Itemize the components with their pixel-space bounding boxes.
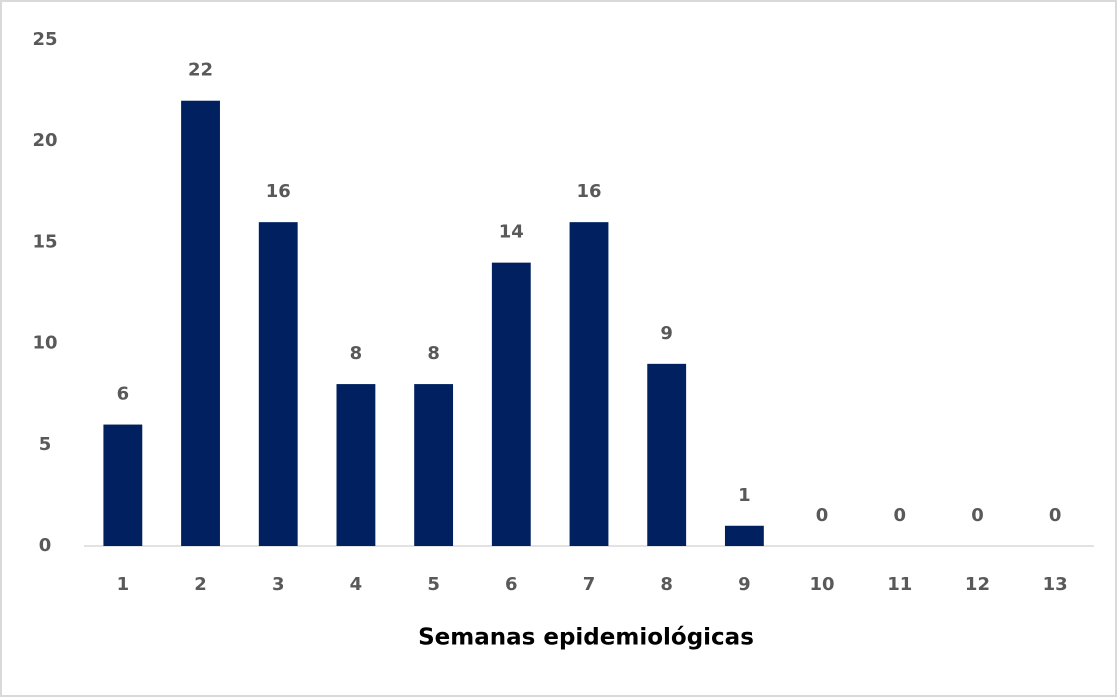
value-label: 8 [350,343,363,364]
value-label: 22 [188,60,213,81]
x-tick-label: 8 [660,574,673,595]
x-tick-label: 1 [117,574,130,595]
bar [647,363,687,546]
value-label: 0 [894,505,907,526]
value-label: 14 [499,222,524,243]
value-label: 9 [660,323,673,344]
value-label: 0 [816,505,829,526]
x-tick-label: 6 [505,574,518,595]
value-label: 1 [738,485,751,506]
y-tick-label: 5 [39,434,52,455]
value-label: 16 [266,181,291,202]
bar [103,424,143,546]
x-tick-label: 12 [965,574,990,595]
x-tick-label: 11 [887,574,912,595]
bar [258,222,298,546]
y-tick-label: 25 [32,29,57,50]
y-tick-label: 10 [32,333,57,354]
x-tick-label: 7 [583,574,596,595]
x-tick-label: 2 [194,574,207,595]
x-tick-label: 5 [427,574,440,595]
x-tick-label: 3 [272,574,285,595]
value-label: 8 [427,343,440,364]
y-tick-label: 20 [32,130,57,151]
bar [491,262,531,546]
value-label: 16 [576,181,601,202]
x-tick-label: 13 [1043,574,1068,595]
bar [569,222,609,546]
x-tick-label: 4 [350,574,363,595]
x-tick-label: 10 [810,574,835,595]
y-tick-label: 0 [39,535,52,556]
value-label: 0 [1049,505,1062,526]
x-tick-label: 9 [738,574,751,595]
y-tick-label: 15 [32,231,57,252]
bar [414,384,454,546]
x-axis-title: Semanas epidemiológicas [418,625,754,651]
bar [336,384,376,546]
bar [724,525,764,546]
value-label: 0 [971,505,984,526]
value-label: 6 [117,384,130,405]
bar [181,100,220,546]
